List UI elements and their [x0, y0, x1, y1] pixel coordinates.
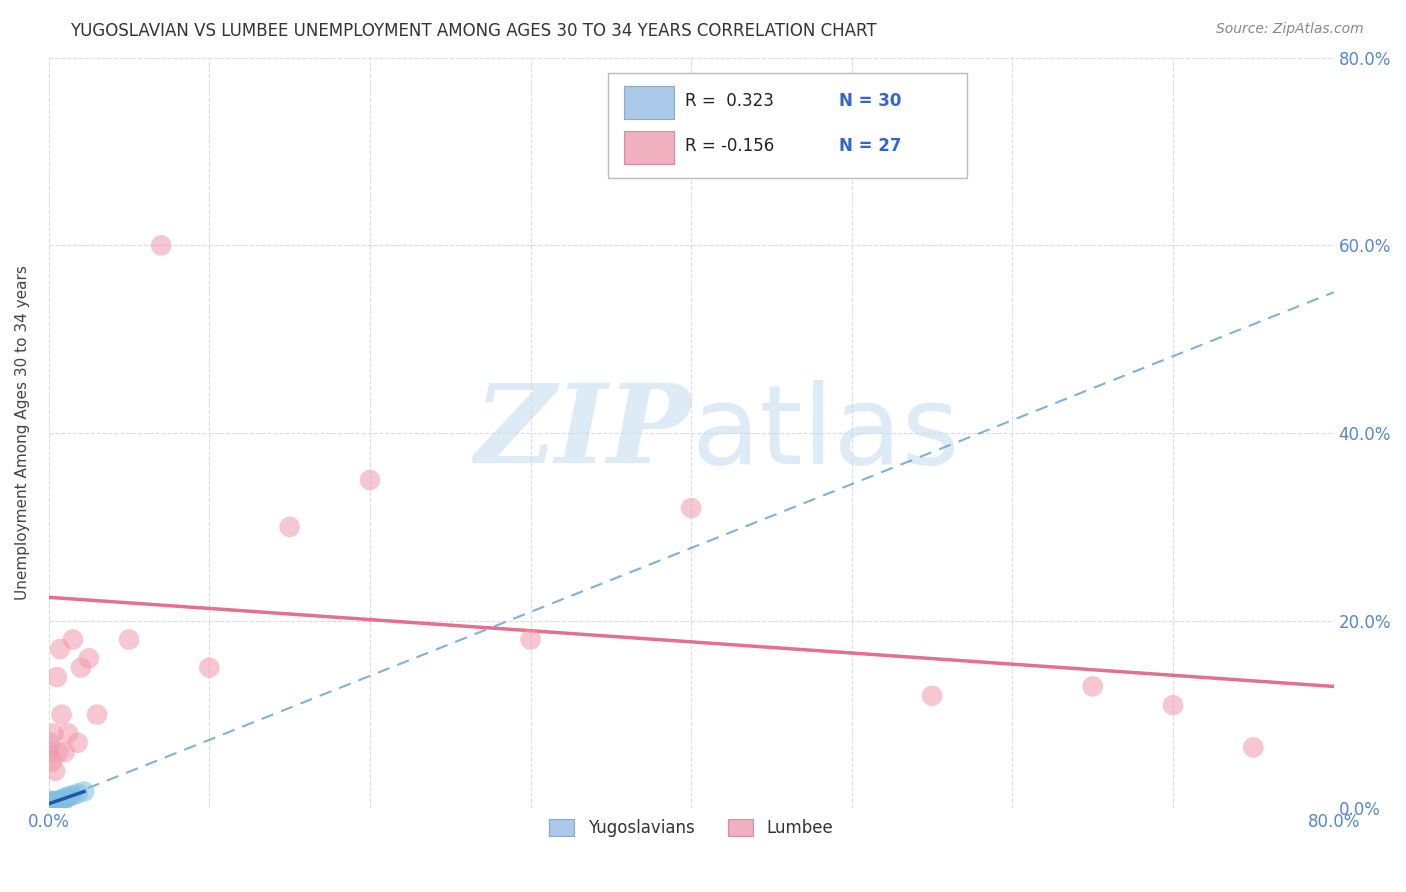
- FancyBboxPatch shape: [624, 131, 675, 164]
- Text: Source: ZipAtlas.com: Source: ZipAtlas.com: [1216, 22, 1364, 37]
- Point: [1081, 680, 1104, 694]
- Point: [52, 794, 75, 808]
- Point: [44, 798, 66, 813]
- Text: N = 30: N = 30: [839, 92, 901, 111]
- Point: [53, 745, 76, 759]
- Point: [38, 745, 60, 759]
- Point: [44, 764, 66, 778]
- Point: [39, 736, 62, 750]
- Point: [1241, 740, 1264, 755]
- Point: [39, 801, 62, 815]
- Text: YUGOSLAVIAN VS LUMBEE UNEMPLOYMENT AMONG AGES 30 TO 34 YEARS CORRELATION CHART: YUGOSLAVIAN VS LUMBEE UNEMPLOYMENT AMONG…: [70, 22, 877, 40]
- Point: [39, 799, 62, 814]
- Point: [62, 632, 84, 647]
- Point: [41, 794, 63, 808]
- Point: [42, 726, 65, 740]
- Point: [39, 796, 62, 810]
- Text: atlas: atlas: [692, 380, 960, 486]
- Point: [66, 736, 89, 750]
- Point: [51, 792, 73, 806]
- Point: [62, 789, 84, 803]
- Point: [66, 786, 89, 800]
- Text: R =  0.323: R = 0.323: [685, 92, 773, 111]
- Point: [278, 520, 301, 534]
- Point: [42, 796, 65, 810]
- Point: [38, 799, 60, 814]
- Point: [921, 689, 943, 703]
- Point: [42, 797, 65, 812]
- Point: [38, 801, 60, 815]
- Point: [49, 641, 72, 656]
- Point: [681, 501, 703, 516]
- Point: [56, 726, 79, 740]
- Point: [70, 661, 93, 675]
- Point: [41, 801, 63, 815]
- Point: [39, 797, 62, 812]
- Text: ZIP: ZIP: [475, 379, 692, 487]
- Point: [45, 794, 67, 808]
- Point: [53, 792, 76, 806]
- Point: [48, 796, 70, 810]
- Point: [1161, 698, 1184, 713]
- Point: [38, 798, 60, 813]
- Point: [45, 797, 67, 812]
- Point: [77, 651, 100, 665]
- Point: [51, 707, 73, 722]
- Point: [118, 632, 141, 647]
- Point: [86, 707, 108, 722]
- Point: [198, 661, 221, 675]
- FancyBboxPatch shape: [607, 72, 967, 178]
- Point: [41, 755, 63, 769]
- Text: R = -0.156: R = -0.156: [685, 137, 775, 155]
- Point: [519, 632, 541, 647]
- Point: [44, 795, 66, 809]
- Point: [41, 798, 63, 813]
- Point: [38, 797, 60, 811]
- Point: [49, 794, 72, 808]
- Legend: Yugoslavians, Lumbee: Yugoslavians, Lumbee: [541, 810, 841, 845]
- FancyBboxPatch shape: [624, 87, 675, 120]
- Point: [59, 789, 82, 804]
- Point: [39, 794, 62, 808]
- Point: [42, 799, 65, 814]
- Point: [48, 745, 70, 759]
- Point: [359, 473, 381, 487]
- Point: [150, 238, 173, 252]
- Y-axis label: Unemployment Among Ages 30 to 34 years: Unemployment Among Ages 30 to 34 years: [15, 266, 30, 600]
- Point: [55, 790, 77, 805]
- Point: [73, 784, 96, 798]
- Point: [45, 670, 67, 684]
- Text: N = 27: N = 27: [839, 137, 901, 155]
- Point: [41, 797, 63, 811]
